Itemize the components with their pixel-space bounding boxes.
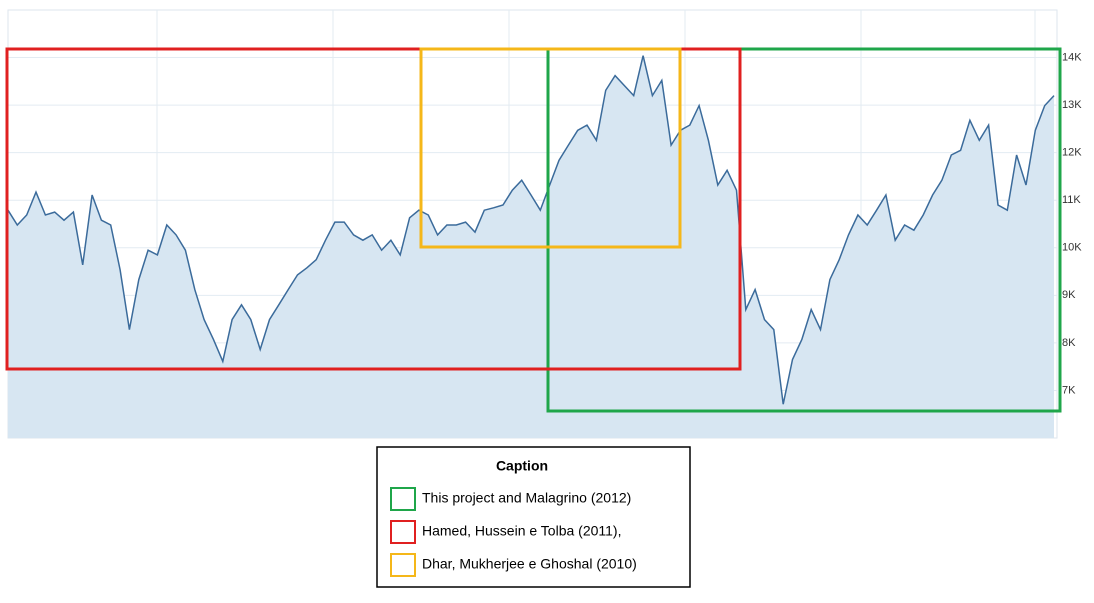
y-tick-label: 11K <box>1062 194 1081 206</box>
y-tick-label: 14K <box>1062 51 1082 63</box>
annotation-box <box>419 47 682 249</box>
legend-swatch <box>390 520 416 544</box>
y-tick-label: 7K <box>1062 384 1076 396</box>
line <box>7 55 1055 405</box>
y-tick-label: 12K <box>1062 147 1082 159</box>
legend-label: Dhar, Mukherjee e Ghoshal (2010) <box>422 556 637 572</box>
y-tick-label: 9K <box>1062 289 1076 301</box>
annotation-box <box>5 47 742 371</box>
y-tick-label: 10K <box>1062 242 1082 254</box>
annotation-box <box>546 47 1062 413</box>
y-tick-label: 13K <box>1062 99 1082 111</box>
legend-label: Hamed, Hussein e Tolba (2011), <box>422 523 621 539</box>
legend-title: Caption <box>496 458 548 474</box>
legend-swatch <box>390 553 416 577</box>
legend-label: This project and Malagrino (2012) <box>422 490 631 506</box>
legend-box <box>376 446 691 588</box>
y-tick-label: 8K <box>1062 337 1076 349</box>
legend-swatch <box>390 487 416 511</box>
